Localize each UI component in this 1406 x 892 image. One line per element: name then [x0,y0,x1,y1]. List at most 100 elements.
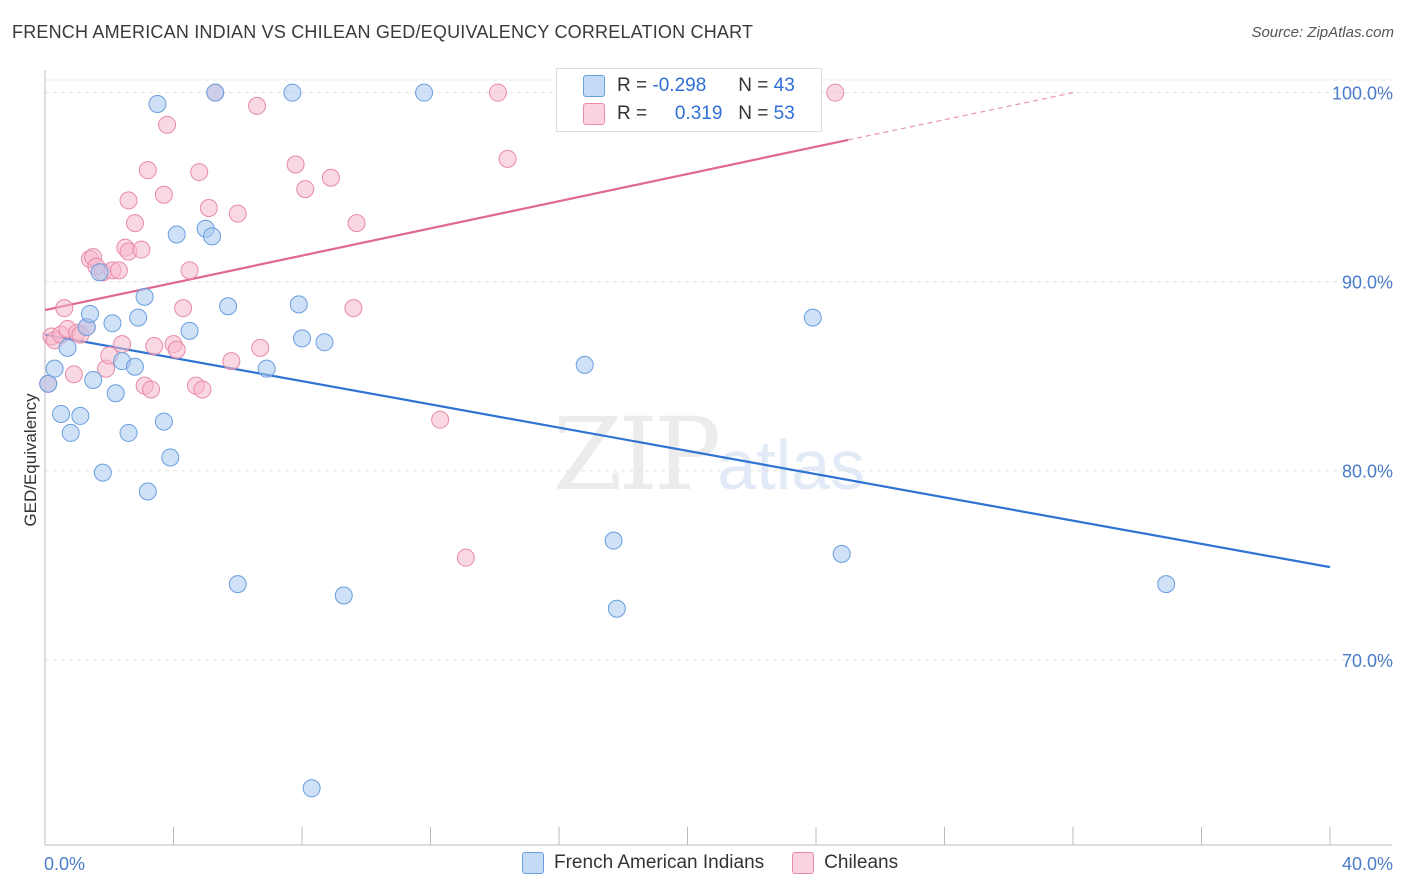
point-chilean [200,199,217,216]
point-french-american-indian [94,464,111,481]
legend-r-value: 0.319 [652,103,722,125]
point-french-american-indian [120,424,137,441]
legend-swatch-pink [583,103,605,125]
legend-n-label: N = [738,103,768,125]
legend-row-french-american-indians: R = -0.298 N = 43 [583,73,795,99]
point-french-american-indian [335,587,352,604]
legend-row-chileans: R = 0.319 N = 53 [583,101,795,127]
point-chilean [194,381,211,398]
point-french-american-indian [204,228,221,245]
point-french-american-indian [316,334,333,351]
point-chilean [159,116,176,133]
point-chilean [133,241,150,258]
point-chilean [56,300,73,317]
point-chilean [322,169,339,186]
point-french-american-indian [290,296,307,313]
series-legend-french-american-indians[interactable]: French American Indians [522,852,764,874]
point-french-american-indian [155,413,172,430]
trend-line-chileans-extension [848,93,1073,140]
point-chilean [175,300,192,317]
trend-line-chileans [45,140,848,310]
point-chilean [345,300,362,317]
point-french-american-indian [576,356,593,373]
point-chilean [114,336,131,353]
point-chilean [348,215,365,232]
point-french-american-indian [220,298,237,315]
point-french-american-indian [294,330,311,347]
point-french-american-indian [804,309,821,326]
point-french-american-indian [608,600,625,617]
y-tick-label: 90.0% [1342,273,1393,293]
point-chilean [120,192,137,209]
point-chilean [252,339,269,356]
point-french-american-indian [284,84,301,101]
series-swatch-blue [522,852,544,874]
point-chilean [191,164,208,181]
point-french-american-indian [91,264,108,281]
point-french-american-indian [136,288,153,305]
point-french-american-indian [139,483,156,500]
point-french-american-indian [81,305,98,322]
x-tick-label: 0.0% [44,854,85,874]
point-french-american-indian [107,385,124,402]
point-french-american-indian [130,309,147,326]
legend-n-value: 43 [774,75,795,97]
point-french-american-indian [40,375,57,392]
point-chilean [181,262,198,279]
point-chilean [827,84,844,101]
point-chilean [168,341,185,358]
x-tick-label: 40.0% [1342,854,1393,874]
point-french-american-indian [162,449,179,466]
point-french-american-indian [258,360,275,377]
trend-line-french-american-indians [45,335,1330,568]
legend-n-value: 53 [774,103,795,125]
point-chilean [489,84,506,101]
point-french-american-indian [46,360,63,377]
series-swatch-pink [792,852,814,874]
y-tick-label: 80.0% [1342,462,1393,482]
point-french-american-indian [229,576,246,593]
point-chilean [499,150,516,167]
point-chilean [110,262,127,279]
series-legend-chileans[interactable]: Chileans [792,852,898,874]
point-french-american-indian [416,84,433,101]
axis-labels: 70.0% 80.0% 90.0% 100.0% 0.0% 40.0% GED/Equiva… [21,84,1393,874]
correlation-legend: R = -0.298 N = 43 R = 0.319 N = 53 [556,68,822,132]
point-french-american-indian [605,532,622,549]
point-french-american-indian [62,424,79,441]
point-chilean [126,215,143,232]
point-french-american-indian [72,407,89,424]
legend-r-label: R = [617,75,647,97]
point-french-american-indian [1158,576,1175,593]
point-chilean [223,353,240,370]
legend-r-value: -0.298 [652,75,722,97]
series-legend: French American Indians Chileans [522,852,926,874]
point-chilean [146,337,163,354]
point-chilean [143,381,160,398]
point-french-american-indian [181,322,198,339]
point-chilean [297,181,314,198]
point-french-american-indian [207,84,224,101]
point-chilean [229,205,246,222]
point-chilean [287,156,304,173]
point-chilean [155,186,172,203]
y-tick-label: 70.0% [1342,651,1393,671]
legend-r-label: R = [617,103,647,125]
legend-swatch-blue [583,75,605,97]
point-french-american-indian [126,358,143,375]
point-french-american-indian [85,372,102,389]
point-french-american-indian [104,315,121,332]
y-axis-title: GED/Equivalency [21,393,40,527]
point-chilean [457,549,474,566]
scatter-chart: 70.0%80.0%90.0%100.0%0.0% 40.0%GED/Equiva… [0,0,1406,892]
point-french-american-indian [168,226,185,243]
point-french-american-indian [59,339,76,356]
point-french-american-indian [53,406,70,423]
point-french-american-indian [303,780,320,797]
series-label: French American Indians [554,852,764,874]
point-french-american-indian [149,96,166,113]
point-chilean [432,411,449,428]
series-label: Chileans [824,852,898,874]
point-chilean [249,97,266,114]
point-french-american-indian [833,545,850,562]
